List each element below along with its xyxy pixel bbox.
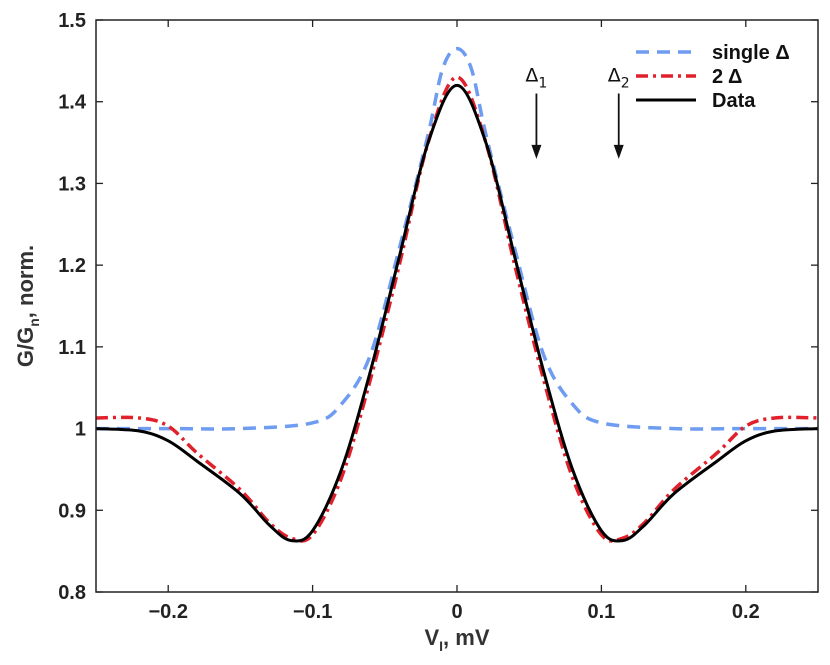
series-line-data	[96, 83, 818, 543]
y-tick-label: 1.5	[58, 10, 86, 32]
legend-label: Data	[712, 90, 756, 112]
annotation-delta1: Δ1	[525, 65, 547, 159]
y-axis-label: G/Gn, norm.	[13, 245, 42, 367]
y-tick-label: 1.3	[58, 173, 86, 195]
legend-label: single Δ	[712, 42, 790, 64]
legend-item-data: Data	[636, 90, 756, 112]
down-arrow-icon	[613, 144, 624, 159]
x-tick-label: 0.1	[587, 601, 615, 623]
annotation-delta2: Δ2	[608, 65, 630, 159]
y-tick-label: 1	[75, 419, 86, 441]
down-arrow-icon	[531, 144, 542, 159]
annotations: Δ1 Δ2	[525, 65, 630, 159]
legend-label: 2 Δ	[712, 66, 742, 88]
annotation-label-delta1: Δ1	[525, 65, 547, 92]
plot-frame	[95, 19, 819, 593]
y-tick-label: 1.4	[58, 92, 87, 114]
series-line-two	[96, 75, 818, 543]
x-tick-label: −0.1	[293, 601, 332, 623]
x-axis-ticks: −0.2 −0.1 0 0.1 0.2	[148, 20, 760, 623]
y-tick-label: 0.8	[58, 582, 86, 604]
x-tick-label: 0	[451, 601, 462, 623]
y-axis-ticks: 0.8 0.9 1 1.1 1.2 1.3 1.4 1.5	[58, 10, 818, 604]
annotation-label-delta2: Δ2	[608, 65, 630, 92]
x-tick-label: 0.2	[732, 601, 760, 623]
y-tick-label: 1.2	[58, 255, 86, 277]
legend-item-single: single Δ	[636, 42, 790, 64]
y-tick-label: 1.1	[58, 337, 86, 359]
legend-item-two: 2 Δ	[636, 66, 742, 88]
x-axis-label: VI, mV	[424, 625, 489, 654]
series-line-single	[96, 46, 818, 431]
series-layer	[96, 46, 818, 543]
x-tick-label: −0.2	[148, 601, 187, 623]
y-tick-label: 0.9	[58, 500, 86, 522]
